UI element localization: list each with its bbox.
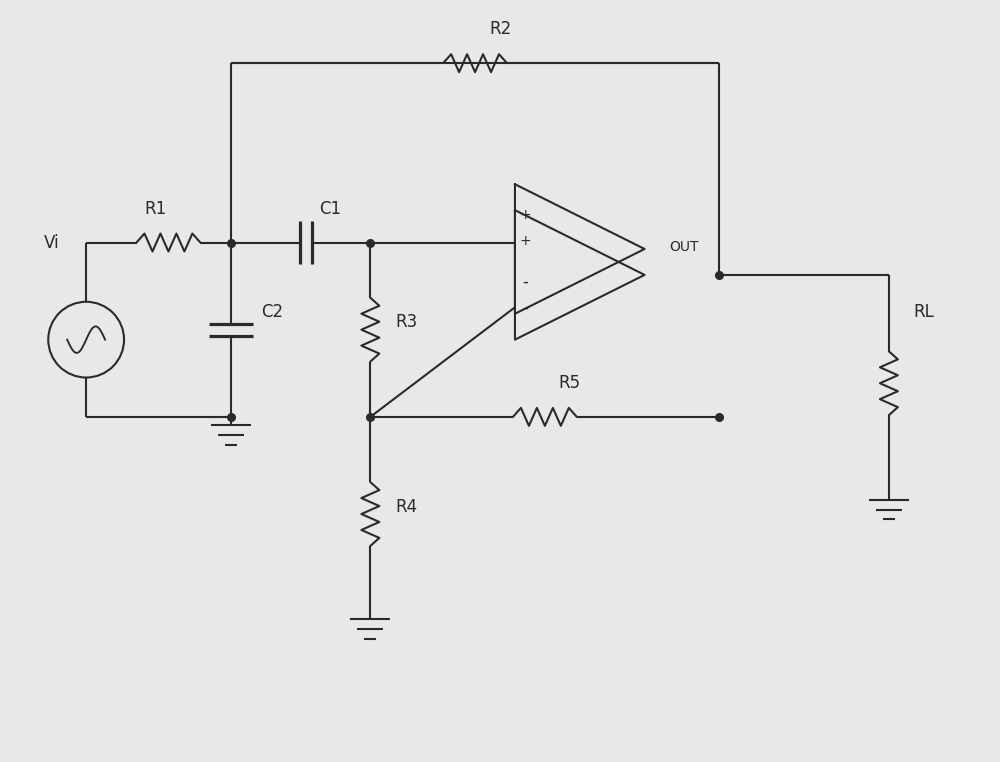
Text: R2: R2 <box>489 21 511 38</box>
Text: R3: R3 <box>395 313 418 331</box>
Text: Vi: Vi <box>43 235 59 252</box>
Text: OUT: OUT <box>670 241 699 255</box>
Text: -: - <box>522 272 528 290</box>
Text: +: + <box>519 233 531 248</box>
Text: C2: C2 <box>261 303 283 322</box>
Text: +: + <box>519 207 531 222</box>
Text: R5: R5 <box>559 374 581 392</box>
Text: C1: C1 <box>319 200 342 218</box>
Text: -: - <box>522 298 528 316</box>
Text: R4: R4 <box>395 498 417 516</box>
Text: RL: RL <box>914 303 935 322</box>
Text: R1: R1 <box>145 200 167 218</box>
